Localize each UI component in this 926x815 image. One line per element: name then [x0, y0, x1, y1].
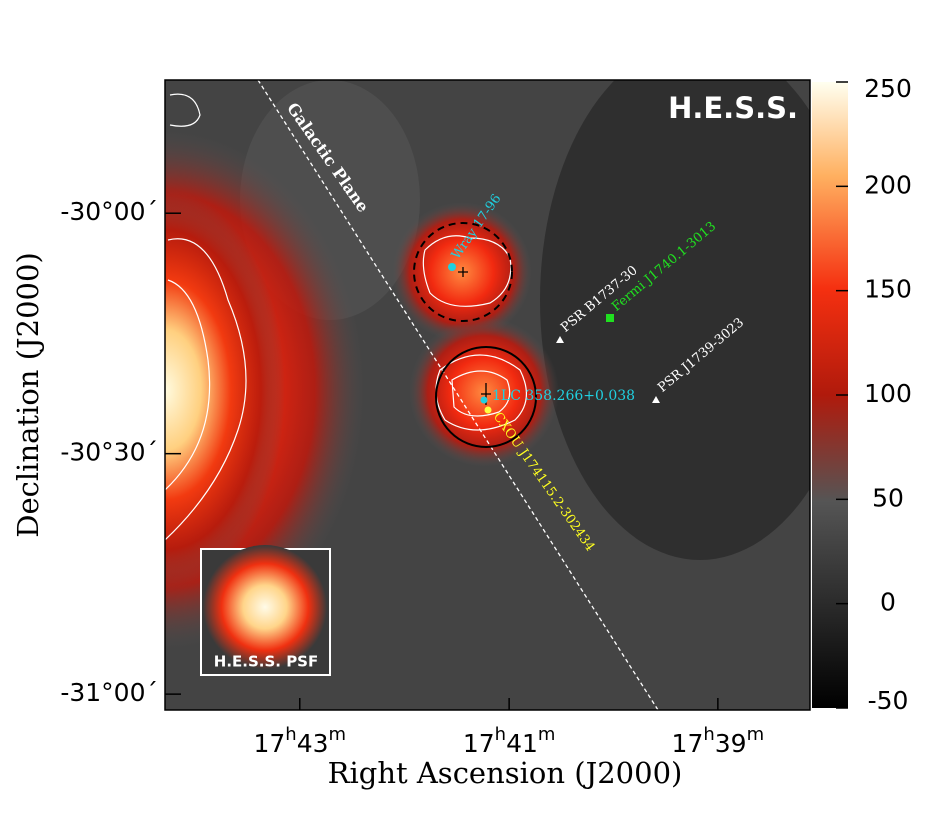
colorbar-tick-label: 150 — [864, 275, 912, 304]
colorbar-tick-label: -50 — [868, 686, 909, 715]
colorbar-tick-label: 200 — [864, 170, 912, 199]
x-tick-label: 17h41m — [463, 724, 556, 758]
plot-frame — [164, 79, 811, 711]
x-axis-label: Right Ascension (J2000) — [328, 756, 683, 790]
annotation: 1LC 358.266+0.038 — [492, 388, 635, 404]
y-tick-label: -30°00´ — [60, 197, 158, 226]
chart-title: H.E.S.S. — [668, 91, 798, 125]
colorbar-tick-label: 0 — [880, 588, 896, 617]
colorbar-tick-label: 250 — [864, 74, 912, 103]
y-tick-label: -31°00´ — [60, 678, 158, 707]
inset-label: H.E.S.S. PSF — [214, 653, 318, 671]
colorbar-tick-label: 50 — [872, 483, 904, 512]
x-tick-label: 17h43m — [253, 724, 346, 758]
colorbar-tick-label: 100 — [864, 379, 912, 408]
y-axis-label: Declination (J2000) — [11, 252, 45, 538]
x-tick-label: 17h39m — [672, 724, 765, 758]
sky-map — [165, 80, 810, 710]
y-tick-label: -30°30´ — [60, 438, 158, 467]
psf-inset — [200, 545, 331, 676]
